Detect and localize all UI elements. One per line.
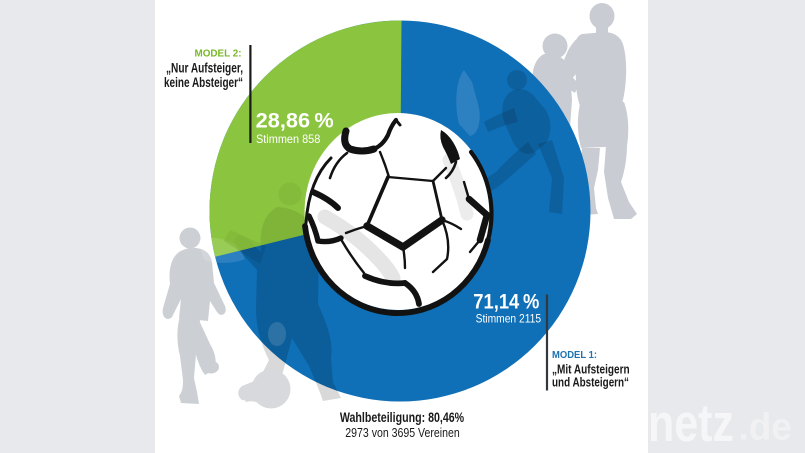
svg-text:Stimmen 2115: Stimmen 2115 bbox=[476, 311, 542, 325]
svg-text:und Absteigern“: und Absteigern“ bbox=[552, 375, 629, 390]
svg-text:„Mit Aufsteigern: „Mit Aufsteigern bbox=[552, 362, 630, 377]
svg-text:Wahlbeteiligung: 80,46%: Wahlbeteiligung: 80,46% bbox=[340, 410, 464, 425]
svg-text:Stimmen 858: Stimmen 858 bbox=[256, 132, 321, 146]
svg-text:MODEL 1:: MODEL 1: bbox=[552, 349, 597, 361]
svg-text:netz: netz bbox=[648, 394, 734, 453]
svg-text:MODEL 2:: MODEL 2: bbox=[195, 48, 242, 60]
svg-text:„Nur Aufsteiger,: „Nur Aufsteiger, bbox=[166, 60, 243, 76]
svg-text:71,14 %: 71,14 % bbox=[473, 290, 539, 314]
svg-text:2973 von 3695 Vereinen: 2973 von 3695 Vereinen bbox=[345, 425, 459, 440]
svg-text:28,86 %: 28,86 % bbox=[256, 109, 334, 133]
svg-text:.de: .de bbox=[739, 407, 792, 449]
svg-text:keine Absteiger“: keine Absteiger“ bbox=[164, 74, 243, 90]
